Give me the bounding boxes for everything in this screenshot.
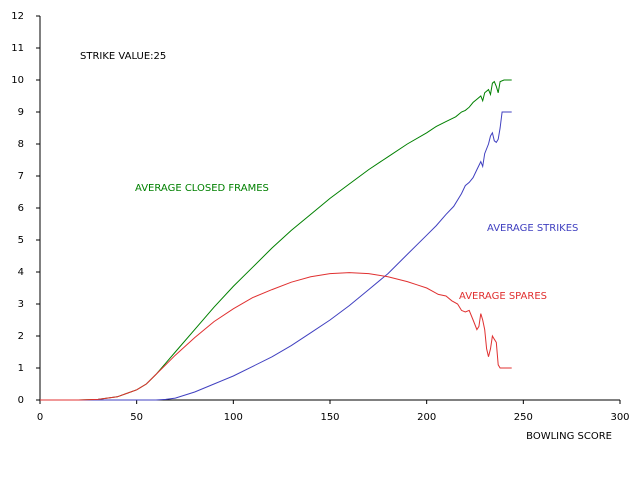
series-layer	[40, 79, 512, 401]
x-tick-label: 50	[130, 412, 143, 423]
y-tick-label: 10	[11, 75, 24, 86]
x-tick-label: 200	[417, 412, 436, 423]
series-label-average-spares: AVERAGE SPARES	[459, 291, 547, 302]
series-line-average-spares	[40, 272, 512, 401]
labels-layer: BOWLING SCORE STRIKE VALUE:25 AVERAGE CL…	[80, 51, 612, 442]
strike-value-annotation: STRIKE VALUE:25	[80, 51, 166, 62]
y-tick-label: 0	[18, 395, 24, 406]
y-tick-label: 7	[18, 171, 24, 182]
series-label-average-closed-frames: AVERAGE CLOSED FRAMES	[135, 183, 269, 194]
series-label-average-strikes: AVERAGE STRIKES	[487, 223, 578, 234]
axes-layer	[39, 16, 620, 401]
x-tick-label: 250	[514, 412, 533, 423]
x-tick-label: 150	[320, 412, 339, 423]
x-tick-label: 0	[37, 412, 43, 423]
y-tick-label: 6	[18, 203, 24, 214]
y-tick-label: 8	[18, 139, 24, 150]
x-tick-label: 100	[224, 412, 243, 423]
series-line-average-closed-frames	[40, 79, 512, 401]
y-tick-label: 2	[18, 331, 24, 342]
series-line-average-strikes	[40, 111, 512, 401]
y-tick-label: 4	[18, 267, 24, 278]
x-axis-title: BOWLING SCORE	[526, 431, 612, 442]
y-tick-label: 12	[11, 11, 24, 22]
y-tick-label: 1	[18, 363, 24, 374]
x-tick-label: 300	[610, 412, 629, 423]
y-tick-label: 9	[18, 107, 24, 118]
y-tick-label: 11	[11, 43, 24, 54]
y-tick-label: 3	[18, 299, 24, 310]
y-tick-label: 5	[18, 235, 24, 246]
